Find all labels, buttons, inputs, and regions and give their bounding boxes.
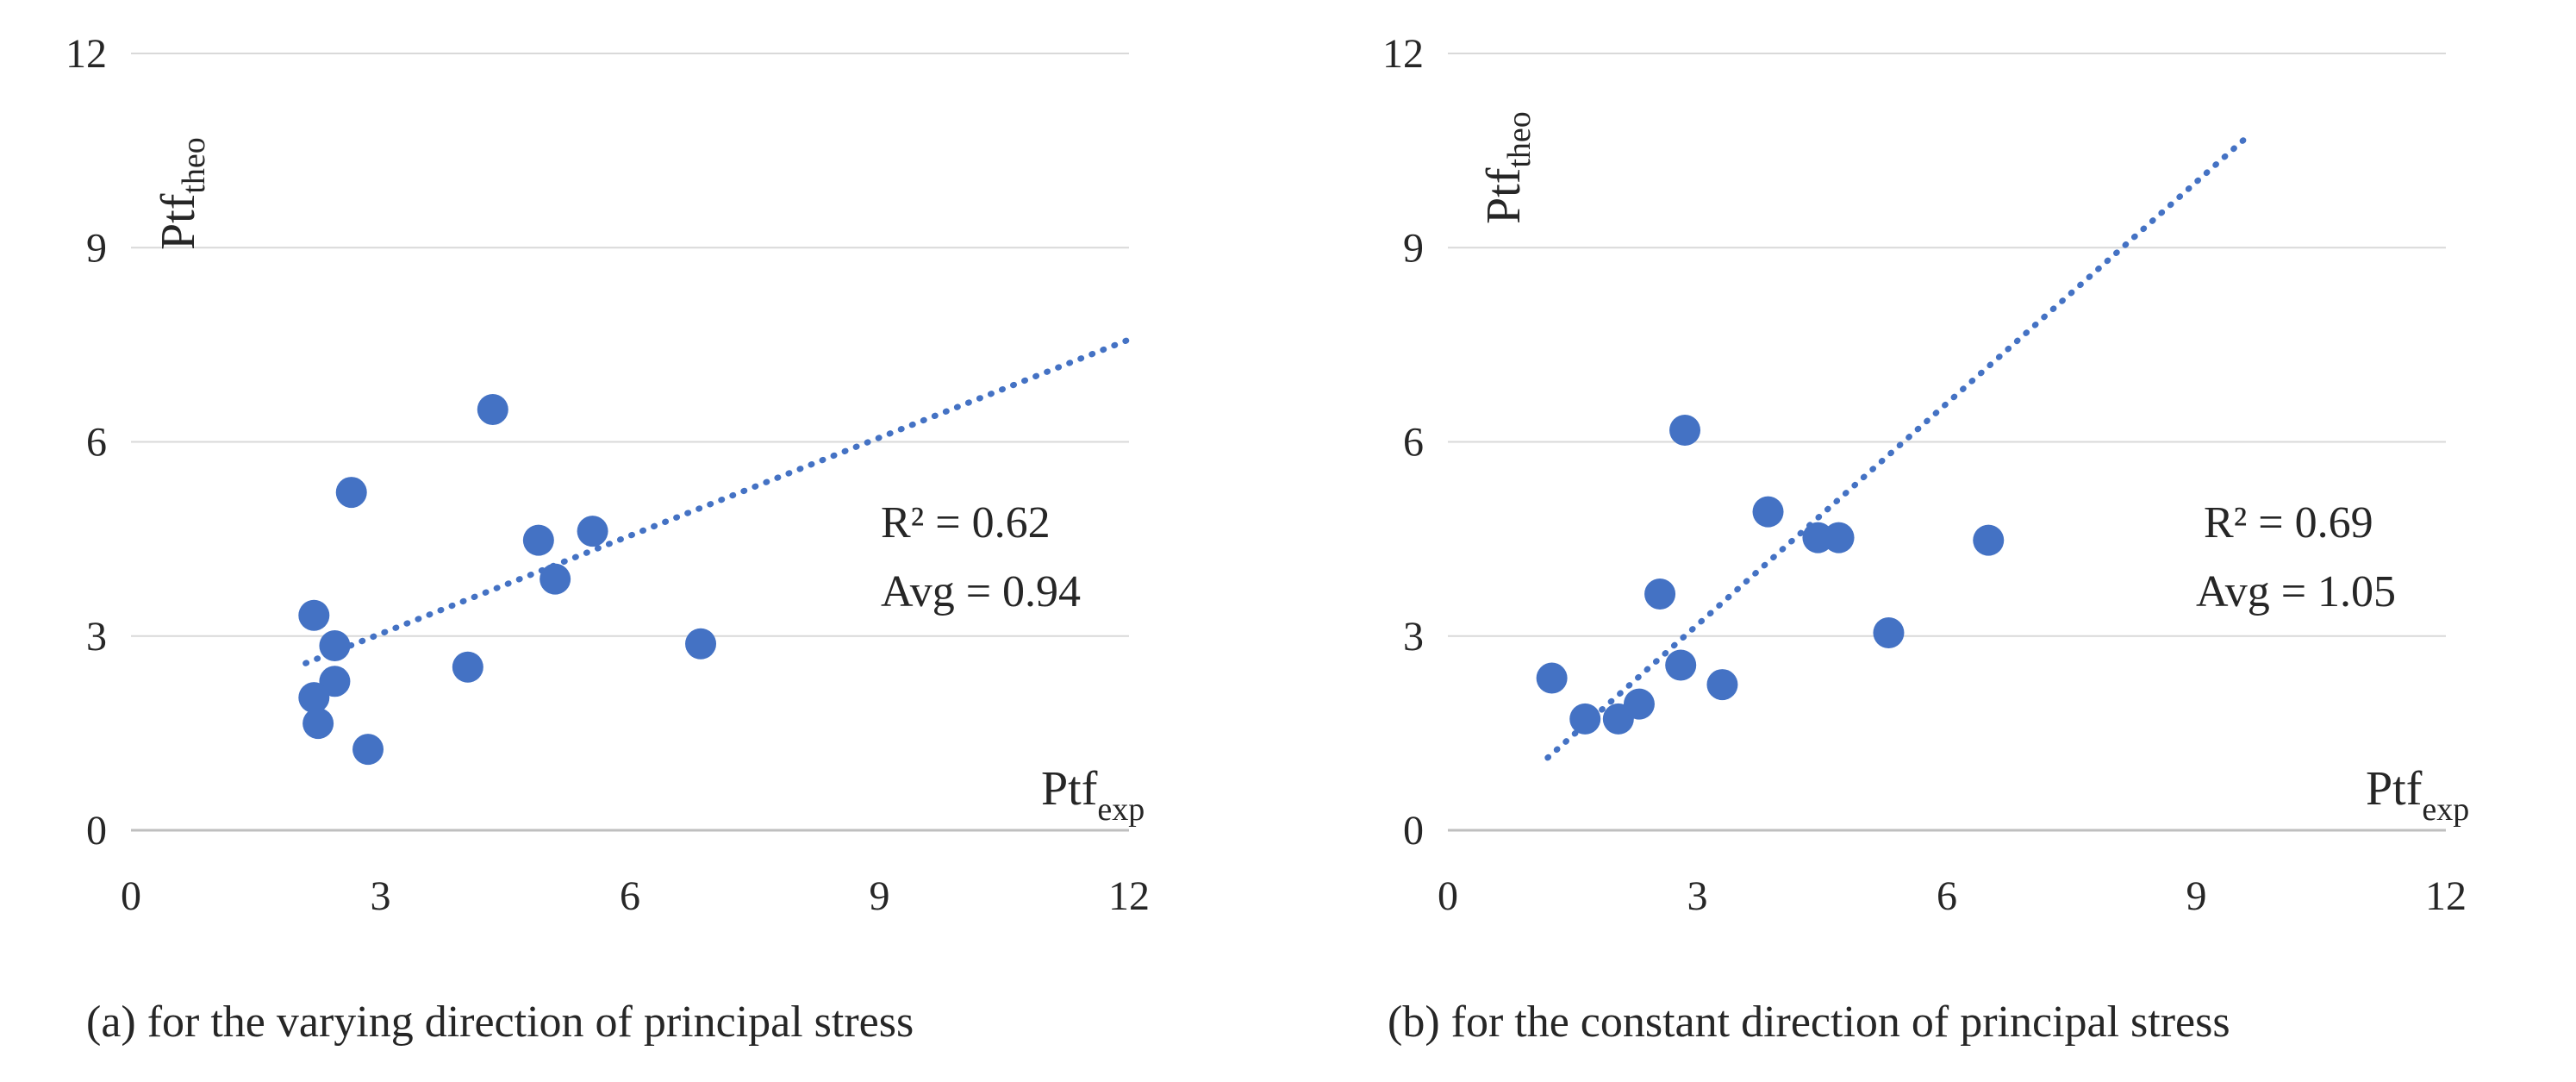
- chart-b-point-9: [1752, 496, 1784, 528]
- chart-a-point-5: [319, 666, 351, 697]
- chart-a-avg-annotation: Avg = 0.94: [881, 567, 1081, 616]
- chart-a-trendline: [303, 336, 1132, 666]
- chart-a-x-axis-label-sub: exp: [1097, 791, 1145, 828]
- chart-a-x-axis-label: Ptfexp: [1041, 762, 1145, 828]
- chart-a-point-7: [303, 708, 334, 740]
- chart-a-tick-labels: 0 3 6 9 12 0 3 6 9 12: [65, 31, 1150, 919]
- chart-a-x-tick-6: 6: [620, 873, 640, 919]
- chart-b-x-tick-12: 12: [2425, 873, 2467, 919]
- chart-b-points: [1536, 414, 2005, 735]
- chart-b-x-tick-0: 0: [1438, 873, 1458, 919]
- chart-b-y-axis-label-base: Ptf: [1477, 167, 1531, 224]
- chart-b-y-tick-6: 6: [1403, 420, 1424, 466]
- chart-a-y-tick-3: 3: [86, 614, 107, 660]
- chart-a-x-tick-9: 9: [870, 873, 890, 919]
- chart-a-point-4: [319, 630, 351, 662]
- chart-b-tick-labels: 0 3 6 9 12 0 3 6 9 12: [1382, 31, 2467, 919]
- chart-b-point-1: [1536, 662, 1568, 694]
- chart-a-x-tick-12: 12: [1108, 873, 1150, 919]
- chart-b-y-tick-12: 12: [1382, 31, 1424, 77]
- chart-b-x-tick-6: 6: [1937, 873, 1957, 919]
- chart-b-r2-annotation: R² = 0.69: [2204, 498, 2373, 547]
- chart-a-y-tick-0: 0: [86, 808, 107, 854]
- chart-b-trendline-group: [1544, 134, 2249, 761]
- chart-b-x-axis-label-sub: exp: [2422, 791, 2469, 828]
- chart-a-y-axis-label-base: Ptf: [152, 193, 205, 250]
- chart-a-point-13: [685, 628, 717, 660]
- chart-b-point-7: [1669, 414, 1701, 446]
- chart-b-x-tick-9: 9: [2186, 873, 2207, 919]
- chart-a-point-1: [298, 599, 330, 631]
- chart-b-point-2: [1569, 703, 1601, 735]
- chart-b-gridlines: [1448, 53, 2446, 832]
- chart-b-x-axis-label-base: Ptf: [2366, 762, 2423, 816]
- chart-a-y-axis-label-sub: theo: [176, 137, 212, 193]
- chart-b-point-5: [1644, 578, 1676, 610]
- chart-b-y-tick-3: 3: [1403, 614, 1424, 660]
- chart-a-point-9: [452, 651, 483, 683]
- chart-a-point-2: [335, 477, 367, 509]
- chart-a-point-10: [522, 524, 554, 556]
- chart-b-point-11: [1823, 522, 1855, 554]
- chart-a-y-axis-label: Ptftheo: [152, 137, 212, 250]
- chart-a-caption: (a) for the varying direction of princip…: [86, 998, 914, 1047]
- chart-b-y-axis-label-sub: theo: [1501, 111, 1537, 167]
- chart-b-y-axis-label: Ptftheo: [1477, 111, 1537, 224]
- chart-a-point-11: [540, 563, 571, 595]
- chart-a-point-3: [477, 393, 508, 425]
- chart-b-x-axis-label: Ptfexp: [2366, 762, 2469, 828]
- chart-b-trendline: [1544, 134, 2249, 761]
- chart-a-points: [298, 393, 717, 766]
- chart-b-point-8: [1706, 669, 1738, 701]
- chart-a-point-8: [352, 734, 384, 766]
- chart-a-x-tick-0: 0: [121, 873, 141, 919]
- chart-a-point-12: [577, 516, 608, 547]
- chart-b-point-4: [1623, 688, 1655, 720]
- chart-b-point-6: [1665, 649, 1697, 681]
- chart-a-trendline-group: [303, 336, 1132, 666]
- chart-a-y-tick-6: 6: [86, 420, 107, 466]
- chart-b-avg-annotation: Avg = 1.05: [2196, 567, 2396, 616]
- chart-a-point-6: [298, 682, 330, 714]
- chart-a-r2-annotation: R² = 0.62: [881, 498, 1051, 547]
- chart-b-x-tick-3: 3: [1687, 873, 1708, 919]
- chart-a-y-tick-9: 9: [86, 225, 107, 271]
- chart-a-x-tick-3: 3: [371, 873, 391, 919]
- chart-a-x-axis-label-base: Ptf: [1041, 762, 1098, 816]
- chart-b-y-tick-0: 0: [1403, 808, 1424, 854]
- chart-a-gridlines: [131, 53, 1129, 832]
- chart-b-caption: (b) for the constant direction of princi…: [1388, 998, 2230, 1047]
- chart-b-y-tick-9: 9: [1403, 225, 1424, 271]
- chart-b-point-12: [1873, 616, 1905, 648]
- chart-b-point-13: [1973, 524, 2005, 556]
- chart-a-y-tick-12: 12: [65, 31, 107, 77]
